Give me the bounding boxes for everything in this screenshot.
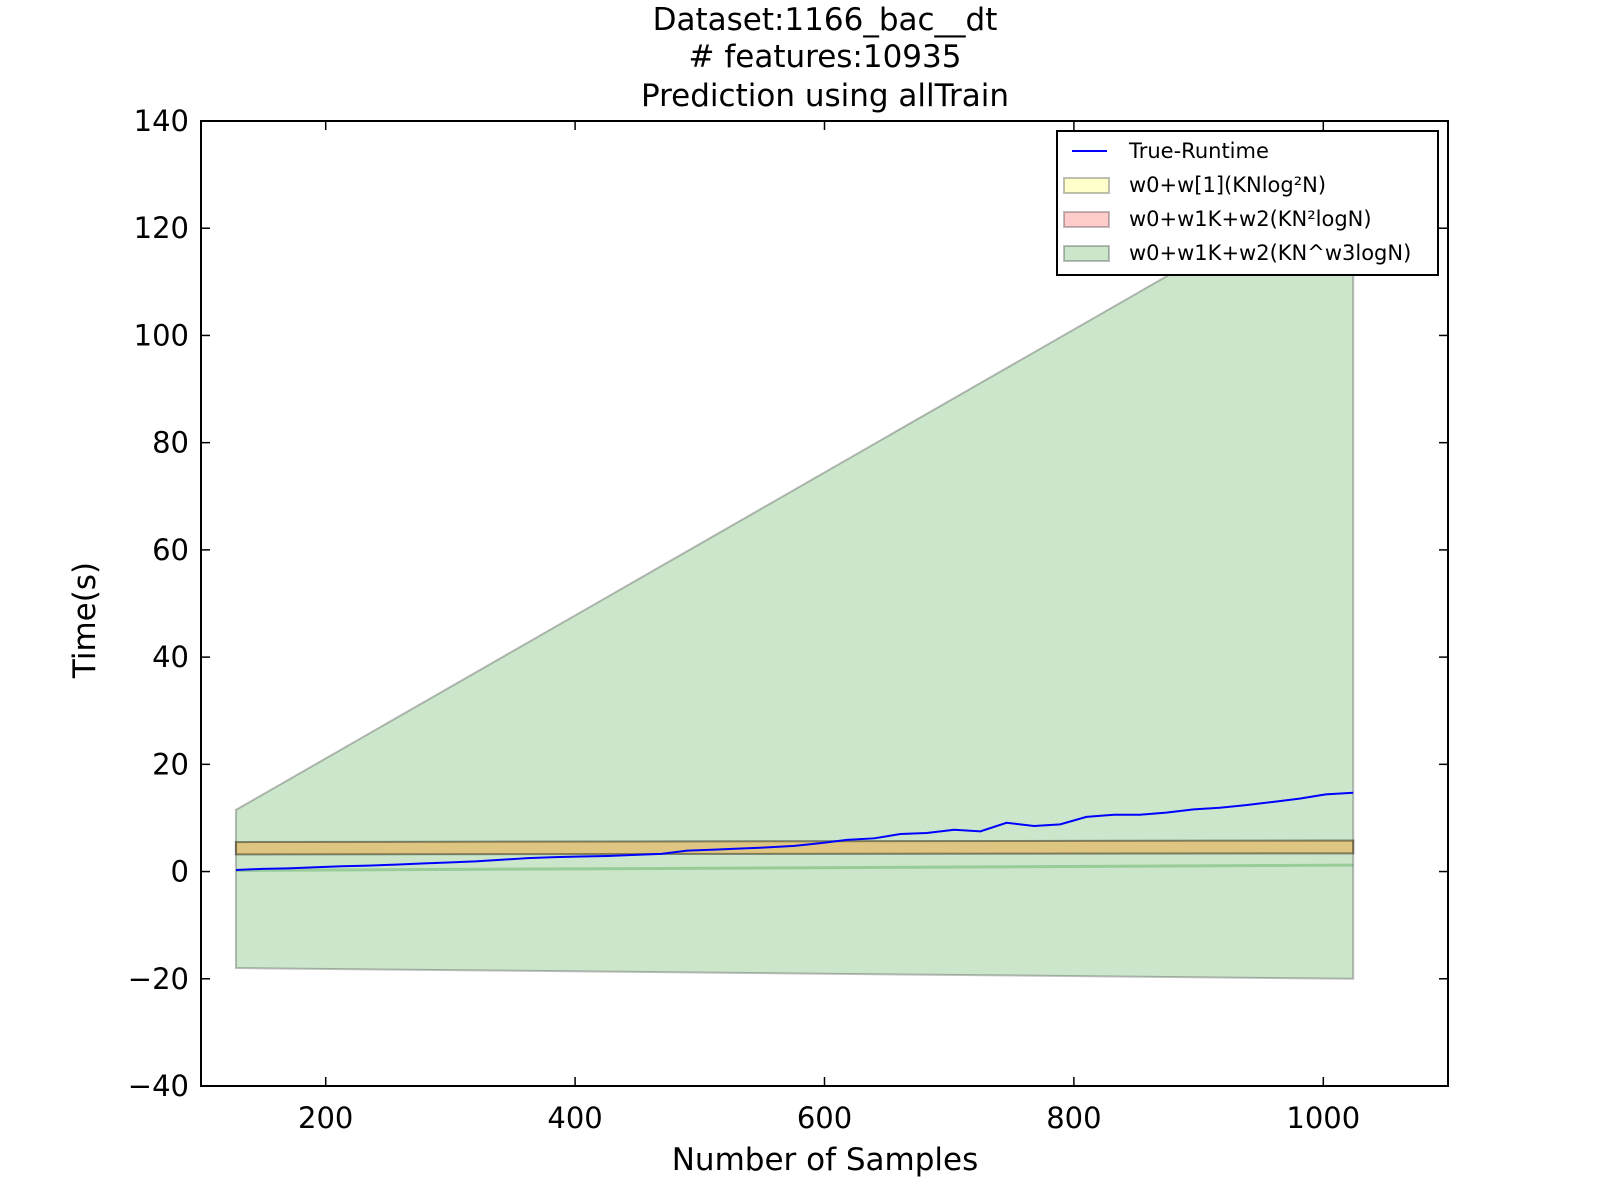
chart-title-method: Prediction using allTrain — [641, 78, 1009, 114]
y-tick-label: −20 — [128, 962, 189, 996]
plot-area — [234, 167, 1355, 980]
chart-title: Dataset:1166_bac__dt # features:10935 Pr… — [641, 2, 1009, 114]
y-axis-label: Time(s) — [67, 562, 103, 679]
y-tick-label: 0 — [171, 855, 189, 889]
x-tick-label: 400 — [547, 1101, 602, 1135]
y-tick-label: 20 — [152, 747, 189, 781]
predicted-center-line — [235, 863, 1354, 872]
legend-label: w0+w[1](KNlog²N) — [1129, 173, 1326, 197]
chart-title-dataset: Dataset:1166_bac__dt — [653, 2, 998, 38]
legend-item: True-Runtime — [1072, 139, 1269, 163]
band-w0-w1k-w2-kn-w3logn- — [234, 167, 1355, 980]
y-tick-label: 80 — [152, 426, 189, 460]
legend-box — [1056, 130, 1439, 276]
band-w0-w1k-w2-kn-logn- — [234, 839, 1355, 856]
legend-label: True-Runtime — [1128, 139, 1269, 163]
y-tick-label: −40 — [128, 1069, 189, 1103]
legend-swatch-band — [1063, 211, 1110, 228]
x-tick-label: 1000 — [1286, 1101, 1360, 1135]
y-tick-label: 60 — [152, 533, 189, 567]
series-line-true-runtime — [235, 791, 1354, 871]
x-tick-label: 600 — [797, 1101, 852, 1135]
y-tick-label: 120 — [134, 211, 189, 245]
y-tick-label: 140 — [134, 104, 189, 138]
legend-item: w0+w1K+w2(KN²logN) — [1063, 207, 1372, 231]
x-axis: 200 400 600 800 1000 — [298, 121, 1360, 1135]
legend-item: w0+w1K+w2(KN^w3logN) — [1063, 241, 1411, 265]
legend-swatch-band — [1063, 245, 1110, 262]
y-tick-label: 100 — [134, 318, 189, 352]
band-w0-w-1-knlog-n- — [234, 839, 1355, 856]
x-tick-label: 800 — [1046, 1101, 1101, 1135]
y-axis: −40 −20 0 20 40 60 80 100 120 140 — [128, 104, 1448, 1103]
x-axis-label: Number of Samples — [672, 1142, 979, 1178]
legend-label: w0+w1K+w2(KN^w3logN) — [1129, 241, 1411, 265]
x-tick-label: 200 — [298, 1101, 353, 1135]
legend: True-Runtime w0+w[1](KNlog²N) w0+w1K+w2(KN… — [1056, 130, 1439, 276]
chart-title-features: # features:10935 — [689, 39, 962, 75]
legend-swatch-band — [1063, 177, 1110, 194]
y-tick-label: 40 — [152, 640, 189, 674]
legend-label: w0+w1K+w2(KN²logN) — [1129, 207, 1372, 231]
legend-item: w0+w[1](KNlog²N) — [1063, 173, 1326, 197]
